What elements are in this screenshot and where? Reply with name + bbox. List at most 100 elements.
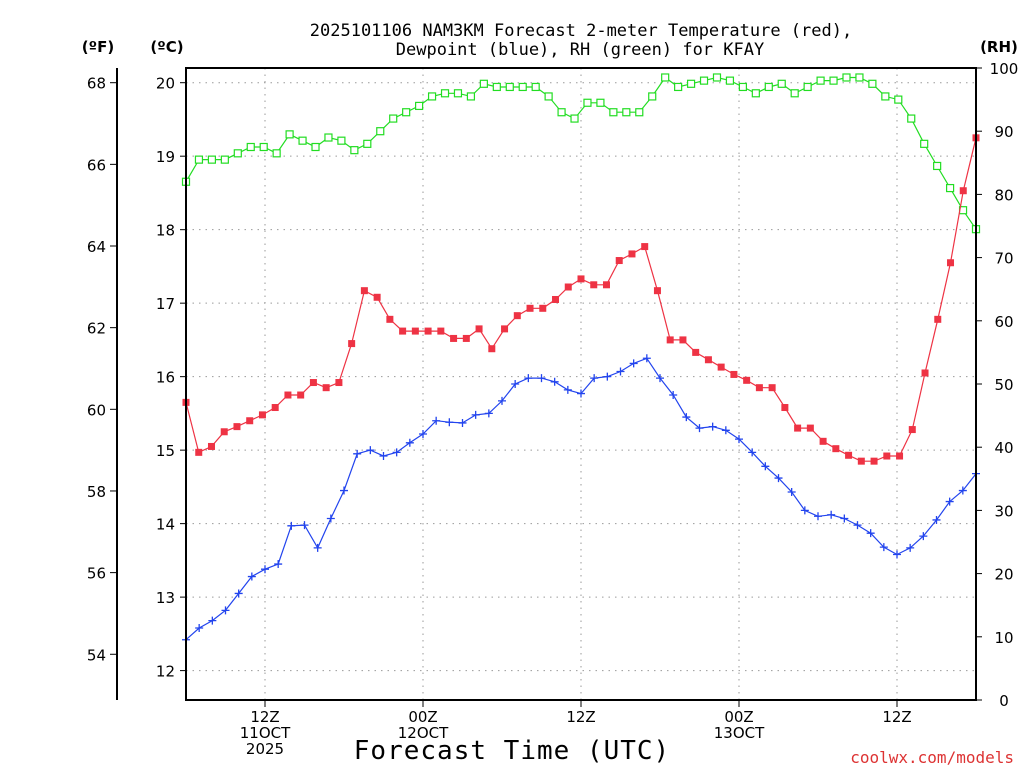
rh-point — [842, 73, 851, 82]
dewpoint-point — [787, 488, 796, 497]
temperature-point — [373, 293, 381, 301]
dewpoint-point — [800, 506, 809, 515]
rh-point — [751, 89, 760, 98]
dewpoint-point — [445, 418, 454, 427]
celsius-tick-label: 19 — [156, 148, 175, 166]
temperature-point — [335, 379, 343, 387]
rh-tick-label: 90 — [994, 123, 1013, 141]
rh-point — [363, 139, 372, 148]
rh-point — [790, 89, 799, 98]
temperature-point — [462, 334, 470, 342]
temperature-point — [501, 325, 509, 333]
rh-point — [479, 79, 488, 88]
dewpoint-point — [261, 565, 269, 574]
rh-point — [194, 155, 204, 164]
temperature-point — [220, 428, 228, 436]
temperature-point — [207, 442, 215, 450]
temperature-point — [258, 411, 266, 419]
dewpoint-point — [827, 510, 836, 519]
temperature-point — [896, 452, 904, 460]
rh-tick-label: 100 — [990, 60, 1019, 78]
rh-point — [777, 79, 786, 88]
dewpoint-point — [340, 486, 348, 495]
temperature-point — [959, 187, 967, 195]
rh-axis: 0 10 20 30 40 50 60 70 80 90 100 — [976, 60, 1018, 710]
time-tick-label: 00Z — [408, 708, 437, 726]
temperature-point — [386, 315, 394, 323]
temperature-point — [348, 340, 356, 348]
rh-point — [570, 114, 579, 123]
rh-point — [337, 136, 346, 145]
rh-point — [427, 92, 437, 101]
temperature-point — [450, 334, 458, 342]
temperature-point — [246, 417, 254, 425]
dewpoint-point — [748, 448, 757, 457]
rh-point — [933, 161, 942, 171]
rh-point — [829, 76, 838, 85]
temperature-point — [360, 287, 368, 295]
fahrenheit-tick-label: 60 — [87, 401, 106, 419]
time-tick-label: 13OCT — [714, 724, 765, 742]
temperature-point — [424, 327, 432, 335]
fahrenheit-tick-label: 62 — [87, 320, 106, 338]
temperature-point — [233, 423, 241, 431]
dewpoint-point — [221, 606, 230, 615]
temperature-point — [322, 384, 330, 392]
celsius-tick-label: 12 — [156, 663, 175, 681]
dewpoint-point — [814, 512, 822, 521]
dewpoint-point — [432, 416, 441, 425]
temperature-point — [577, 275, 585, 283]
temperature-point — [195, 448, 203, 456]
rh-point — [699, 76, 709, 85]
rh-point — [635, 108, 644, 117]
fahrenheit-tick-label: 56 — [87, 565, 106, 583]
temperature-point — [590, 281, 598, 289]
rh-point — [415, 101, 424, 111]
dewpoint-point — [642, 354, 651, 363]
dewpoint-point — [274, 560, 283, 569]
rh-tick-label: 60 — [994, 313, 1013, 331]
temperature-point — [730, 370, 738, 378]
time-tick-label: 00Z — [724, 708, 753, 726]
rh-point — [492, 82, 501, 92]
celsius-unit-label: (ºC) — [150, 38, 183, 56]
temperature-point — [857, 457, 865, 465]
rh-point — [596, 98, 605, 107]
dewpoint-point — [866, 529, 875, 538]
temperature-point — [692, 348, 700, 356]
rh-point — [622, 108, 631, 117]
dewpoint-point — [603, 372, 612, 381]
temperature-point — [552, 295, 560, 303]
celsius-tick-label: 13 — [156, 589, 175, 607]
dewpoint-point — [695, 424, 704, 433]
dewpoint-point — [326, 514, 335, 523]
dewpoint-point — [721, 426, 730, 435]
dewpoint-point — [945, 497, 954, 506]
fahrenheit-unit-label: (ºF) — [82, 38, 114, 56]
rh-point — [816, 76, 825, 85]
rh-point — [648, 92, 657, 101]
temperature-point — [284, 391, 292, 399]
dewpoint-point — [234, 589, 243, 598]
dewpoint-point — [958, 486, 967, 495]
dewpoint-point — [669, 391, 678, 400]
fahrenheit-tick-label: 64 — [87, 238, 106, 256]
temperature-point — [717, 363, 725, 371]
rh-point — [440, 89, 450, 98]
temperature-point — [870, 457, 878, 465]
temperature-point — [832, 445, 840, 453]
rh-point — [389, 114, 398, 123]
temperature-point — [526, 304, 534, 312]
dewpoint-point — [563, 385, 572, 394]
credit-text: coolwx.com/models — [850, 748, 1014, 767]
rh-point — [402, 108, 411, 117]
fahrenheit-axis: 54 56 58 60 62 64 66 68 — [87, 75, 117, 664]
dewpoint-point — [419, 429, 427, 438]
dewpoint-point — [247, 572, 256, 581]
dewpoint-point — [616, 367, 625, 376]
dewpoint-point — [300, 521, 309, 530]
temperature-point — [845, 451, 853, 459]
temperature-point — [513, 312, 521, 320]
rh-point — [311, 142, 320, 152]
rh-point — [894, 95, 903, 104]
